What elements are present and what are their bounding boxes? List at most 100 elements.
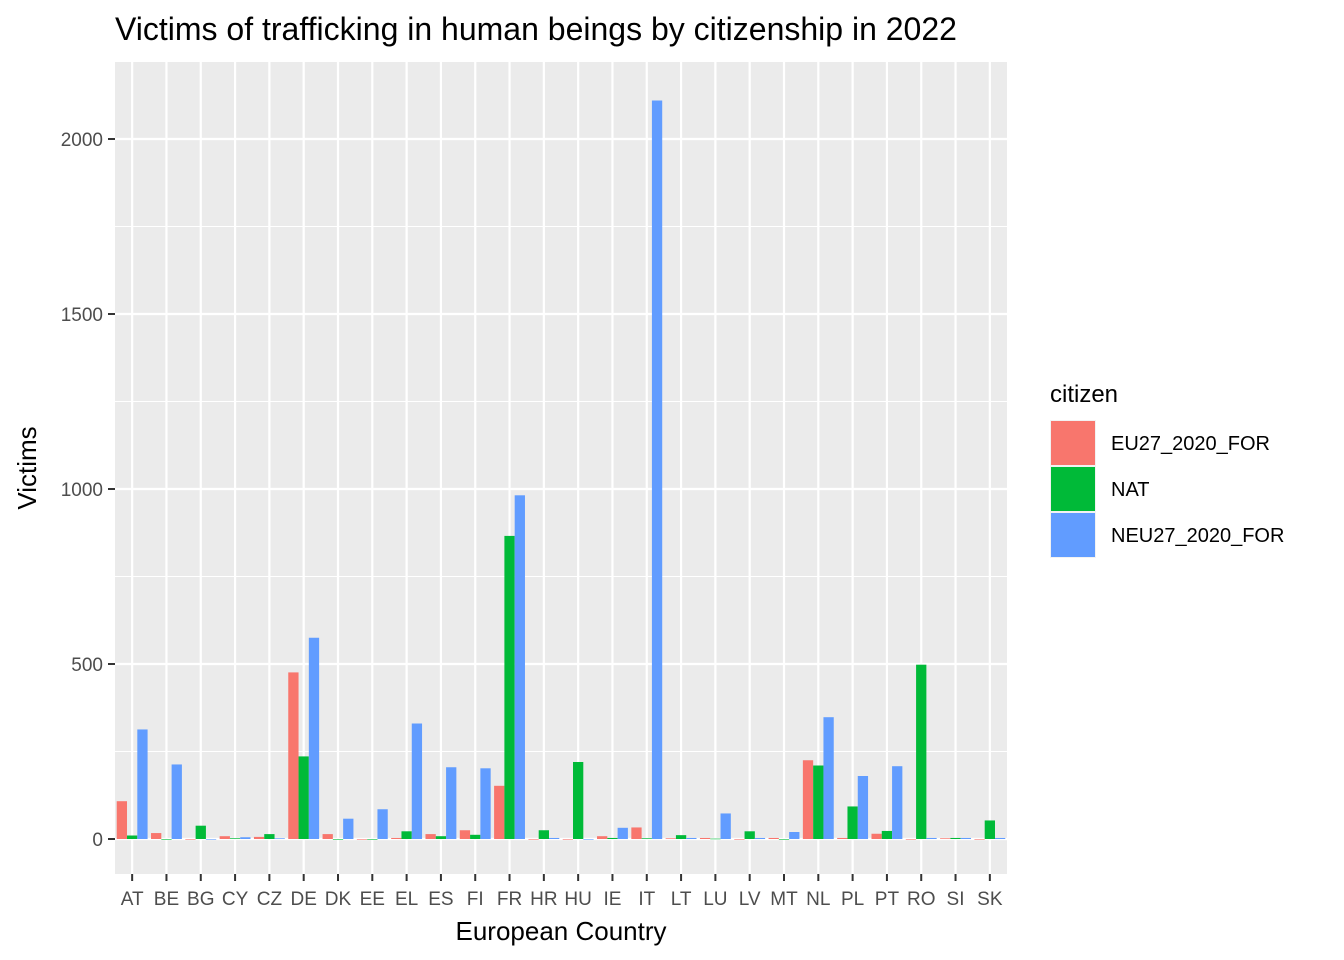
bar-nat-pt bbox=[881, 830, 893, 839]
bar-nat-at bbox=[127, 835, 138, 839]
bar-neu27_2020_for-es bbox=[446, 767, 457, 839]
y-tick-label: 1000 bbox=[61, 480, 103, 501]
bar-eu27_2020_for-sk bbox=[974, 839, 985, 840]
x-tick-label: BE bbox=[154, 889, 179, 910]
bar-eu27_2020_for-mt bbox=[768, 837, 779, 839]
bar-neu27_2020_for-si bbox=[960, 837, 971, 839]
chart-title: Victims of trafficking in human beings b… bbox=[115, 11, 957, 47]
bar-eu27_2020_for-ro bbox=[905, 839, 917, 840]
bar-eu27_2020_for-be bbox=[151, 833, 162, 839]
x-tick-label: NL bbox=[806, 889, 830, 910]
bar-eu27_2020_for-lt bbox=[665, 838, 676, 839]
bar-eu27_2020_for-hu bbox=[562, 839, 574, 840]
x-tick-label: RO bbox=[907, 889, 936, 910]
bar-neu27_2020_for-at bbox=[137, 729, 148, 839]
x-tick-label: EL bbox=[395, 889, 418, 910]
grid-minor bbox=[115, 225, 1007, 753]
bar-eu27_2020_for-cz bbox=[253, 836, 265, 839]
bar-neu27_2020_for-lt bbox=[686, 837, 697, 839]
x-tick-label: BG bbox=[187, 889, 214, 910]
bar-nat-cz bbox=[264, 834, 275, 839]
bar-nat-lu bbox=[710, 838, 721, 840]
bar-nat-it bbox=[641, 838, 652, 839]
bar-neu27_2020_for-de bbox=[308, 637, 320, 839]
x-tick-label: CZ bbox=[257, 889, 283, 910]
x-tick-label: EE bbox=[360, 889, 385, 910]
bar-eu27_2020_for-el bbox=[391, 837, 402, 839]
bar-nat-cy bbox=[229, 838, 241, 839]
bar-nat-hr bbox=[538, 830, 549, 839]
bar-neu27_2020_for-bg bbox=[205, 839, 217, 840]
bar-neu27_2020_for-fi bbox=[480, 768, 491, 839]
grid-major bbox=[115, 62, 1007, 874]
bar-nat-sk bbox=[984, 820, 995, 839]
bar-neu27_2020_for-hu bbox=[583, 839, 594, 840]
bar-neu27_2020_for-lv bbox=[754, 837, 766, 839]
bar-neu27_2020_for-ee bbox=[377, 809, 388, 839]
bar-neu27_2020_for-dk bbox=[343, 818, 354, 839]
bar-neu27_2020_for-el bbox=[411, 723, 423, 839]
bar-nat-be bbox=[161, 839, 172, 840]
bar-neu27_2020_for-be bbox=[171, 764, 182, 839]
y-tick-label: 2000 bbox=[61, 130, 103, 151]
bar-neu27_2020_for-hr bbox=[548, 837, 560, 839]
bar-eu27_2020_for-ie bbox=[597, 836, 608, 839]
bar-nat-fr bbox=[504, 535, 515, 839]
y-tick-label: 500 bbox=[71, 655, 103, 676]
legend-key-swatch bbox=[1051, 513, 1095, 557]
y-tick-label: 1500 bbox=[61, 305, 103, 326]
legend: citizen EU27_2020_FOR NAT NEU27_2020_FOR bbox=[1050, 381, 1284, 558]
x-tick-label: HR bbox=[530, 889, 557, 910]
bar-nat-nl bbox=[813, 765, 824, 839]
bar-neu27_2020_for-cz bbox=[274, 838, 285, 839]
bar-neu27_2020_for-nl bbox=[823, 717, 834, 839]
x-tick-label: CY bbox=[222, 889, 249, 910]
bar-eu27_2020_for-bg bbox=[185, 839, 196, 840]
x-tick-label: FR bbox=[497, 889, 522, 910]
legend-label: NEU27_2020_FOR bbox=[1111, 525, 1284, 547]
y-axis: 0 500 1000 1500 2000 bbox=[61, 130, 115, 851]
x-tick-label: IT bbox=[638, 889, 655, 910]
legend-title: citizen bbox=[1050, 381, 1118, 408]
bar-nat-pl bbox=[847, 806, 858, 839]
x-tick-label: DE bbox=[290, 889, 316, 910]
bar-neu27_2020_for-pt bbox=[892, 766, 903, 839]
x-tick-label: HU bbox=[564, 889, 591, 910]
bar-eu27_2020_for-de bbox=[288, 672, 299, 839]
bar-eu27_2020_for-si bbox=[940, 838, 951, 839]
x-axis-title: European Country bbox=[455, 916, 666, 946]
bar-eu27_2020_for-ee bbox=[356, 839, 368, 840]
bar-nat-ee bbox=[367, 839, 378, 840]
x-tick-label: LU bbox=[703, 889, 727, 910]
bar-nat-hu bbox=[573, 762, 584, 839]
bar-eu27_2020_for-pl bbox=[837, 837, 848, 839]
bar-nat-mt bbox=[778, 839, 790, 840]
bars bbox=[116, 100, 1006, 840]
x-tick-label: LV bbox=[739, 889, 761, 910]
bar-nat-bg bbox=[195, 825, 206, 839]
x-tick-label: SI bbox=[947, 889, 965, 910]
bar-neu27_2020_for-ie bbox=[617, 827, 628, 839]
x-tick-label: FI bbox=[467, 889, 484, 910]
bar-nat-el bbox=[401, 831, 412, 839]
x-axis: AT BE BG CY CZ DE DK EE EL ES FI FR HR HU IE IT LT LU LV MT… bbox=[121, 874, 1003, 910]
bar-eu27_2020_for-at bbox=[116, 801, 128, 839]
bar-neu27_2020_for-lu bbox=[720, 813, 731, 839]
legend-label: NAT bbox=[1111, 479, 1150, 501]
bar-nat-es bbox=[435, 836, 447, 839]
bar-nat-ie bbox=[607, 837, 618, 839]
bar-neu27_2020_for-fr bbox=[514, 495, 525, 839]
bar-nat-fi bbox=[470, 834, 481, 839]
bar-neu27_2020_for-it bbox=[651, 100, 663, 839]
bar-nat-dk bbox=[332, 839, 344, 840]
bar-eu27_2020_for-fr bbox=[494, 785, 505, 839]
legend-label: EU27_2020_FOR bbox=[1111, 433, 1270, 455]
bar-eu27_2020_for-lu bbox=[699, 837, 711, 839]
bar-nat-ro bbox=[916, 664, 927, 839]
bar-neu27_2020_for-cy bbox=[240, 837, 251, 839]
plot-panel bbox=[115, 62, 1007, 874]
x-tick-label: ES bbox=[428, 889, 453, 910]
x-tick-label: IE bbox=[603, 889, 621, 910]
